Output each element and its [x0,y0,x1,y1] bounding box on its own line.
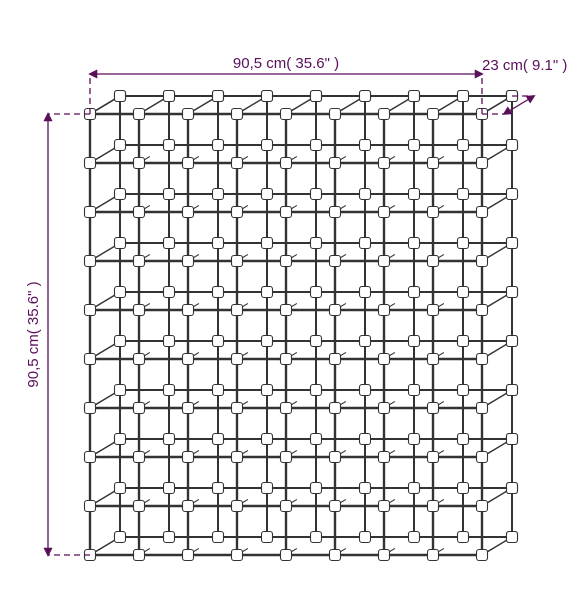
width-label: 90,5 cm( 35.6" ) [233,55,339,72]
height-label: 90,5 cm( 35.6" ) [25,281,42,387]
depth-label: 23 cm( 9.1" ) [482,57,567,74]
diagram-svg: 90,5 cm( 35.6" ) 23 cm( 9.1" ) 90,5 cm( 35… [0,0,585,600]
